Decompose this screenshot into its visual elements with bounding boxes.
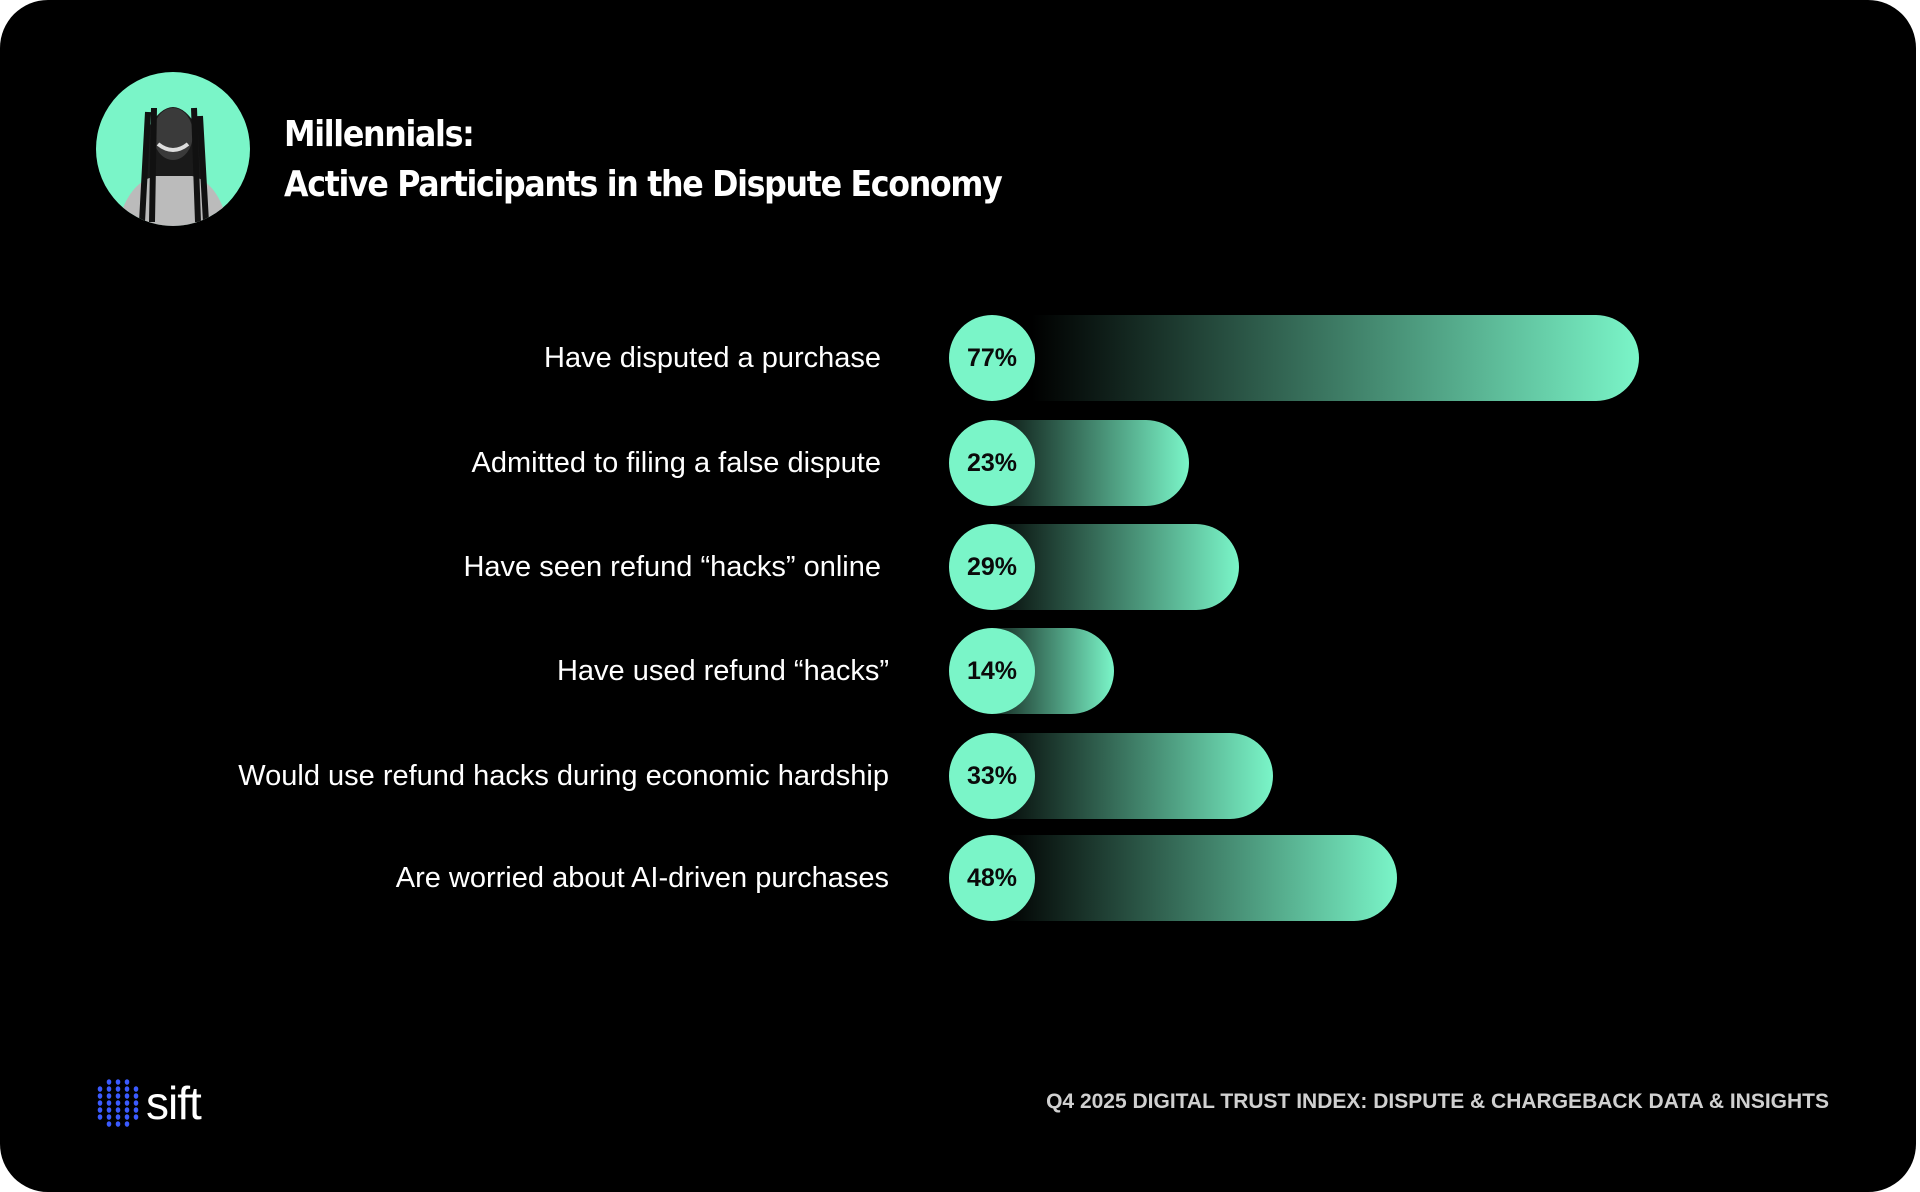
logo-dot xyxy=(115,1086,121,1092)
category-label: Admitted to filing a false dispute xyxy=(471,447,881,479)
chart-row: Have seen refund “hacks” online 29% xyxy=(0,524,1916,610)
logo-wordmark: sift xyxy=(146,1077,202,1129)
logo-dot xyxy=(115,1114,121,1120)
chart-row: Admitted to filing a false dispute 23% xyxy=(0,420,1916,506)
logo-dot xyxy=(124,1114,130,1120)
title-line-2: Active Participants in the Dispute Econo… xyxy=(284,164,1003,205)
logo-dot xyxy=(106,1100,112,1106)
logo-dot xyxy=(97,1114,103,1120)
logo-dot xyxy=(133,1086,139,1092)
logo-dot xyxy=(133,1107,139,1113)
chart-row: Are worried about AI-driven purchases 48% xyxy=(0,835,1916,921)
logo-dot xyxy=(115,1107,121,1113)
logo-dot xyxy=(115,1121,121,1127)
logo-dot xyxy=(97,1093,103,1099)
logo-dot xyxy=(124,1086,130,1092)
category-label: Have seen refund “hacks” online xyxy=(463,551,881,583)
logo-dot xyxy=(115,1079,121,1085)
logo-dot xyxy=(124,1100,130,1106)
value-label: 77% xyxy=(949,315,1035,401)
logo-dot xyxy=(124,1079,130,1085)
logo-dot xyxy=(133,1114,139,1120)
bar xyxy=(949,315,1639,401)
category-label: Have disputed a purchase xyxy=(544,342,881,374)
logo-dot xyxy=(124,1121,130,1127)
logo-dot xyxy=(106,1079,112,1085)
sift-dots-icon xyxy=(97,1079,139,1127)
logo-dot xyxy=(97,1107,103,1113)
value-label: 48% xyxy=(949,835,1035,921)
category-label: Have used refund “hacks” xyxy=(556,655,889,687)
logo-dot xyxy=(124,1093,130,1099)
logo-dot xyxy=(133,1100,139,1106)
logo-dot xyxy=(106,1107,112,1113)
logo-dot xyxy=(97,1086,103,1092)
logo-dot xyxy=(97,1100,103,1106)
value-label: 33% xyxy=(949,733,1035,819)
logo-dot xyxy=(115,1093,121,1099)
logo-dot xyxy=(115,1100,121,1106)
value-label: 23% xyxy=(949,420,1035,506)
chart-row: Have disputed a purchase 77% xyxy=(0,315,1916,401)
logo-dot xyxy=(133,1093,139,1099)
category-label: Would use refund hacks during economic h… xyxy=(238,760,889,792)
logo-dot xyxy=(124,1107,130,1113)
page-title: Millennials: Active Participants in the … xyxy=(284,110,1003,210)
sift-logo: sift xyxy=(96,1077,202,1129)
chart-row: Would use refund hacks during economic h… xyxy=(0,733,1916,819)
logo-dot xyxy=(106,1114,112,1120)
logo-dot xyxy=(106,1121,112,1127)
value-label: 29% xyxy=(949,524,1035,610)
category-label: Are worried about AI-driven purchases xyxy=(395,862,889,894)
footer-source: Q4 2025 DIGITAL TRUST INDEX: DISPUTE & C… xyxy=(1046,1090,1829,1113)
avatar xyxy=(96,72,250,226)
value-label: 14% xyxy=(949,628,1035,714)
person-photo-icon xyxy=(117,107,229,226)
chart-row: Have used refund “hacks” 14% xyxy=(0,628,1916,714)
logo-dot xyxy=(106,1093,112,1099)
title-line-1: Millennials: xyxy=(284,114,475,155)
logo-dot xyxy=(106,1086,112,1092)
